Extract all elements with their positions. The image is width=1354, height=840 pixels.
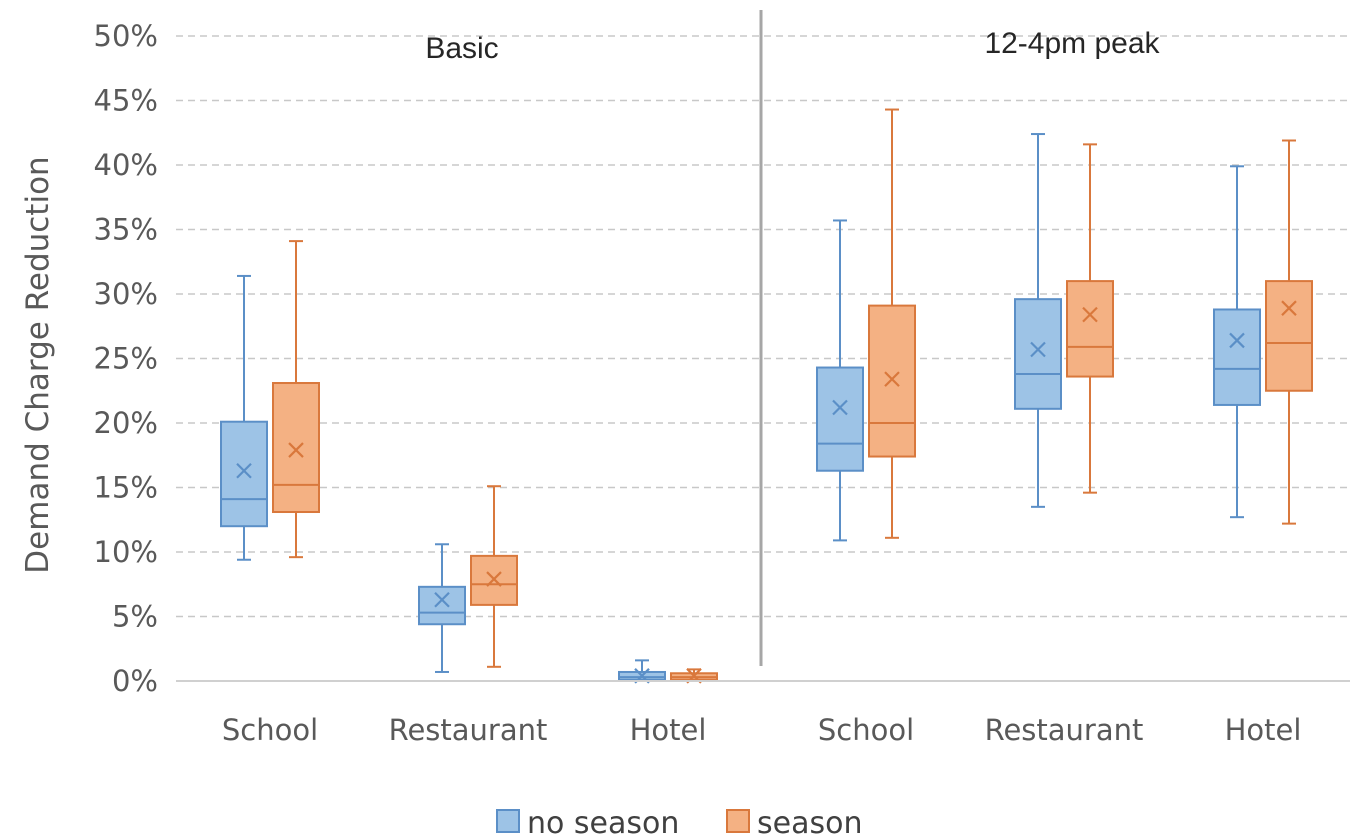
y-tick-label: 25%: [94, 342, 158, 376]
y-tick-label: 10%: [94, 535, 158, 569]
panel-label-basic: Basic: [425, 32, 498, 65]
legend-swatch-no-season: [496, 809, 520, 833]
y-tick-label: 35%: [94, 213, 158, 247]
mean-marker: [884, 371, 900, 387]
y-tick-label: 20%: [94, 406, 158, 440]
legend: no season season: [496, 806, 862, 840]
mean-marker: [1229, 332, 1245, 349]
box-season: [1265, 139, 1313, 525]
y-tick-label: 30%: [94, 277, 158, 311]
y-tick-label: 45%: [94, 84, 158, 118]
y-axis-title: Demand Charge Reduction: [20, 156, 56, 573]
x-category-label: Restaurant: [985, 713, 1144, 747]
box-no-season: [816, 219, 864, 542]
box-iqr: [1213, 308, 1261, 406]
mean-marker: [832, 399, 848, 416]
box-iqr: [418, 585, 466, 626]
box-no-season: [1213, 165, 1261, 519]
box-iqr: [470, 554, 518, 606]
mean-marker: [1281, 300, 1297, 316]
box-iqr: [1265, 280, 1313, 392]
box-iqr: [868, 304, 916, 458]
y-tick-label: 40%: [94, 148, 158, 182]
x-category-label: School: [818, 713, 914, 747]
mean-marker: [236, 462, 252, 479]
mean-marker: [1030, 341, 1046, 358]
box-season: [470, 485, 518, 668]
box-iqr: [816, 366, 864, 472]
legend-label-no-season: no season: [527, 806, 679, 840]
panel-label-peak: 12-4pm peak: [984, 27, 1160, 60]
box-iqr: [220, 420, 268, 528]
gridlines: [176, 35, 1350, 618]
x-category-label: Hotel: [1225, 713, 1302, 747]
box-iqr: [1014, 298, 1062, 410]
y-tick-label: 50%: [94, 19, 158, 53]
box-no-season: [618, 659, 666, 684]
x-axis-category-labels: School Restaurant Hotel School Restaurant Hot…: [222, 713, 1302, 747]
y-tick-label: 15%: [94, 471, 158, 505]
box-iqr: [272, 382, 320, 514]
box-season: [272, 240, 320, 559]
box-no-season: [1014, 133, 1062, 508]
y-tick-label: 0%: [112, 664, 158, 698]
mean-marker: [486, 571, 502, 587]
boxes: [220, 108, 1313, 684]
legend-swatch-season: [726, 809, 750, 833]
legend-label-season: season: [757, 806, 862, 840]
box-season: [1066, 143, 1114, 494]
box-iqr: [1066, 280, 1114, 378]
mean-marker: [288, 442, 304, 458]
box-no-season: [220, 274, 268, 561]
mean-marker: [1082, 306, 1098, 323]
box-no-season: [418, 543, 466, 673]
x-category-label: Hotel: [630, 713, 707, 747]
x-category-label: School: [222, 713, 318, 747]
mean-marker: [434, 591, 450, 608]
x-category-label: Restaurant: [389, 713, 548, 747]
box-season: [868, 108, 916, 539]
y-tick-label: 5%: [112, 600, 158, 634]
y-axis-tick-labels: 0% 5% 10% 15% 20% 25% 30% 35% 40% 45% 50%: [94, 19, 158, 698]
